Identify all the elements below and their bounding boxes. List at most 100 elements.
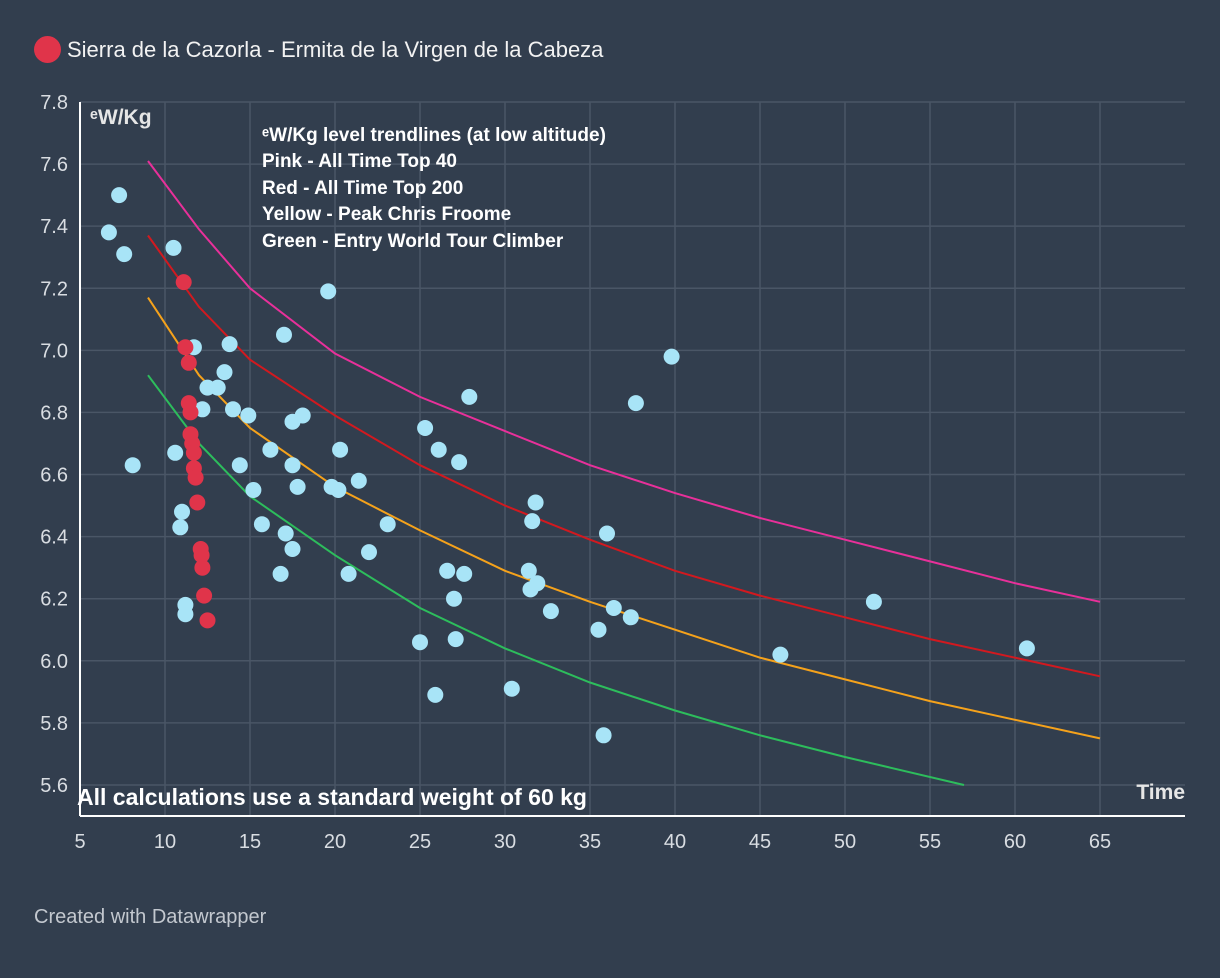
trendline-note-pink: Pink - All Time Top 40 — [262, 151, 457, 172]
highlight-point — [196, 587, 213, 604]
data-point — [284, 541, 301, 557]
y-tick-label: 7.6 — [40, 154, 68, 176]
axes — [79, 102, 1185, 817]
data-point — [527, 494, 544, 511]
data-point — [663, 348, 680, 365]
data-point — [456, 565, 473, 582]
data-point — [276, 326, 292, 343]
data-point — [865, 593, 882, 610]
data-point — [446, 590, 462, 607]
data-point — [111, 187, 128, 204]
x-tick-label: 55 — [919, 831, 941, 853]
credit: Created with Datawrapper — [34, 906, 267, 928]
data-points — [100, 187, 1035, 744]
y-tick-label: 7.0 — [40, 340, 68, 362]
data-point — [529, 575, 546, 592]
tick-labels: 5 10 15 20 25 30 35 40 45 50 55 60 65 5.6 5.8 6.0 6.2 6.4… — [40, 92, 1111, 853]
data-point — [340, 565, 357, 582]
data-point — [1018, 640, 1035, 657]
weight-note: All calculations use a standard weight o… — [77, 784, 587, 810]
data-point — [253, 516, 270, 533]
trendline-note-green: Green - Entry World Tour Climber — [262, 231, 564, 252]
y-tick-label: 6.0 — [40, 651, 68, 673]
trendline-note-heading: ᵉW/Kg level trendlines (at low altitude) — [262, 125, 606, 146]
trendline-note-red: Red - All Time Top 200 — [262, 178, 463, 199]
y-tick-label: 7.4 — [40, 216, 68, 238]
highlight-point — [194, 559, 211, 576]
highlight-point — [189, 494, 206, 511]
data-point — [100, 224, 117, 241]
x-tick-label: 35 — [579, 831, 601, 853]
data-point — [524, 513, 541, 530]
data-point — [772, 646, 789, 663]
data-point — [272, 565, 289, 582]
legend: Sierra de la Cazorla - Ermita de la Virg… — [34, 36, 603, 63]
data-point — [320, 283, 337, 300]
data-point — [599, 525, 615, 542]
data-point — [461, 388, 478, 405]
data-point — [417, 420, 434, 436]
y-tick-label: 5.8 — [40, 713, 68, 735]
highlight-point — [175, 274, 192, 291]
grid — [79, 101, 1185, 816]
data-point — [284, 457, 301, 474]
x-tick-label: 60 — [1004, 831, 1026, 853]
data-point — [124, 457, 141, 474]
y-tick-label: 5.6 — [40, 775, 68, 797]
data-point — [430, 441, 447, 458]
x-tick-label: 10 — [154, 831, 176, 853]
highlight-point — [193, 547, 210, 564]
data-point — [605, 600, 622, 616]
highlight-point — [180, 354, 197, 371]
data-point — [225, 401, 241, 418]
data-point — [221, 336, 238, 353]
y-axis-title: ᵉW/Kg — [90, 106, 152, 129]
highlight-point — [185, 444, 202, 461]
trendline — [147, 297, 1101, 740]
data-point — [330, 482, 347, 498]
x-tick-label: 40 — [664, 831, 686, 853]
data-point — [289, 478, 306, 495]
trendline — [147, 374, 965, 786]
y-tick-label: 7.8 — [40, 92, 68, 114]
x-tick-label: 20 — [324, 831, 346, 853]
data-point — [177, 606, 194, 623]
data-point — [427, 686, 444, 703]
x-tick-label: 5 — [74, 831, 85, 853]
data-point — [412, 634, 428, 651]
data-point — [167, 444, 184, 461]
data-point — [447, 631, 464, 648]
data-point — [116, 246, 133, 263]
data-point — [451, 454, 468, 471]
legend-swatch — [34, 36, 61, 63]
x-tick-label: 25 — [409, 831, 431, 853]
data-point — [379, 516, 396, 533]
x-axis-title: Time — [1136, 781, 1185, 804]
trendline — [147, 160, 1101, 603]
data-point — [439, 562, 456, 579]
data-point — [174, 503, 190, 520]
data-point — [595, 727, 612, 744]
x-tick-label: 15 — [239, 831, 261, 853]
data-point — [332, 441, 349, 458]
data-point — [262, 441, 279, 458]
x-tick-label: 65 — [1089, 831, 1111, 853]
trendline — [147, 234, 1101, 678]
data-point — [172, 519, 189, 536]
data-point — [277, 525, 294, 542]
data-point — [216, 364, 233, 381]
highlight-point — [182, 404, 199, 421]
legend-label: Sierra de la Cazorla - Ermita de la Virg… — [67, 36, 604, 62]
highlight-point — [199, 612, 216, 629]
data-point — [294, 407, 311, 424]
data-point — [245, 482, 262, 498]
data-point — [622, 609, 639, 626]
highlight-point — [187, 469, 204, 486]
y-tick-label: 6.6 — [40, 465, 68, 487]
x-tick-label: 30 — [494, 831, 516, 853]
data-point — [350, 472, 367, 489]
data-point — [503, 680, 520, 697]
y-tick-label: 7.2 — [40, 278, 68, 300]
data-point — [542, 603, 559, 620]
